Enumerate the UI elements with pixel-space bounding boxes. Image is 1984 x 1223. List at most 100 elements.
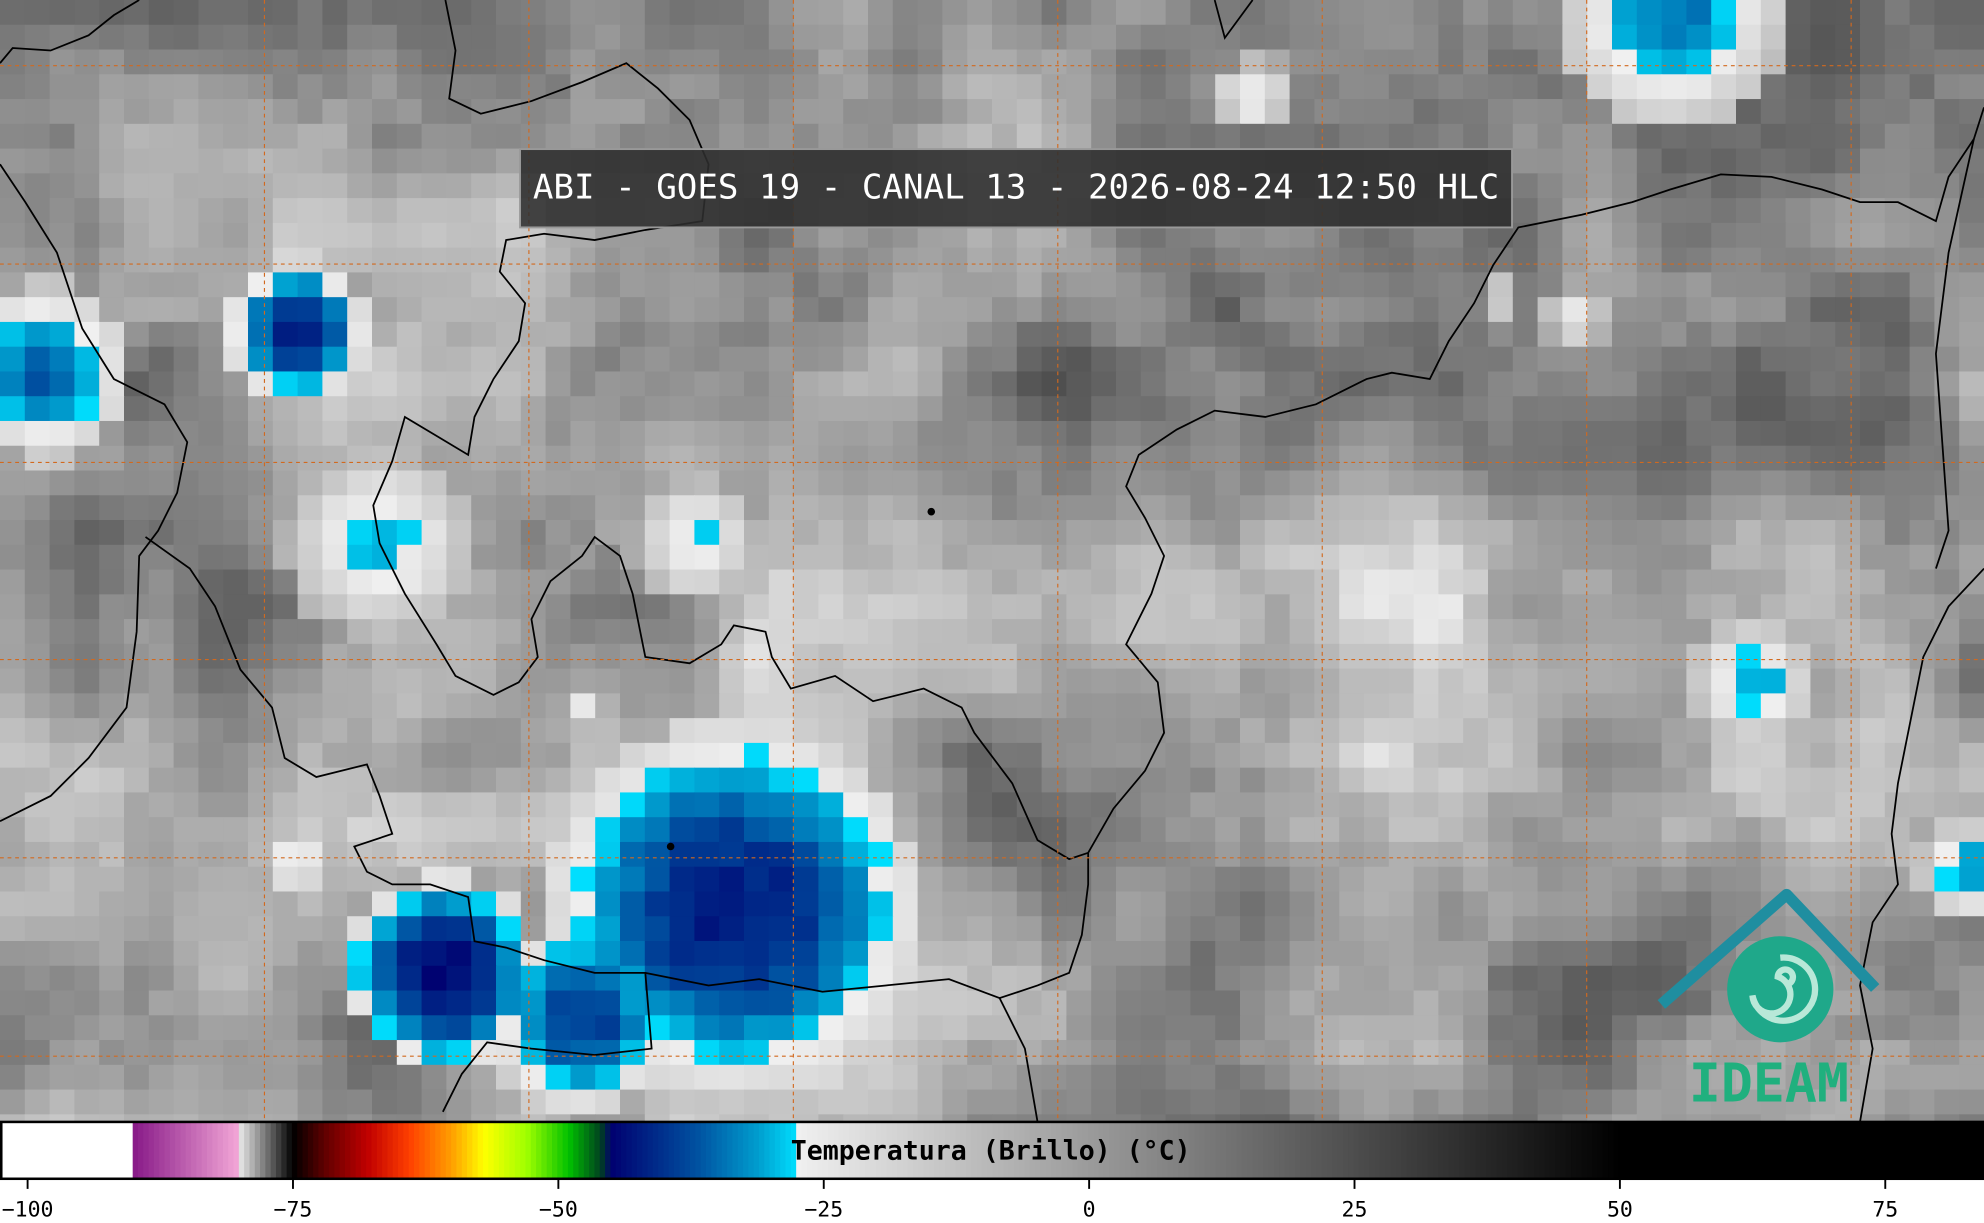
pixel [1215, 866, 1241, 893]
pixel [892, 371, 919, 397]
pixel [1240, 74, 1266, 100]
pixel [1339, 569, 1365, 595]
pixel [446, 123, 472, 150]
pixel [223, 346, 249, 373]
pixel [1909, 396, 1936, 422]
colorbar-swatch [1958, 1121, 1965, 1179]
pixel [1736, 495, 1762, 521]
pixel [768, 965, 795, 992]
pixel [1661, 24, 1688, 51]
pixel [1884, 272, 1911, 298]
pixel [1884, 396, 1911, 422]
logo-swirl [1727, 936, 1834, 1043]
pixel [173, 990, 200, 1016]
pixel [1364, 24, 1390, 51]
pixel [1587, 1064, 1613, 1091]
pixel [1463, 965, 1489, 992]
pixel [1413, 396, 1440, 422]
pixel [595, 272, 621, 298]
pixel [1661, 891, 1688, 917]
pixel [1215, 941, 1241, 967]
pixel [992, 520, 1018, 546]
pixel [24, 1064, 51, 1091]
pixel [173, 1040, 200, 1066]
pixel [1959, 495, 1984, 521]
pixel [1934, 297, 1960, 323]
pixel [347, 866, 373, 893]
pixel [99, 817, 125, 843]
pixel [868, 1064, 894, 1091]
pixel [1091, 916, 1117, 942]
pixel [347, 594, 373, 620]
pixel [644, 1114, 671, 1122]
pixel [719, 420, 745, 447]
pixel [1636, 742, 1663, 769]
pixel [1612, 0, 1638, 26]
pixel [1760, 569, 1787, 595]
pixel [1959, 49, 1984, 75]
pixel [843, 470, 869, 496]
colorbar-swatch [1295, 1121, 1302, 1179]
pixel [496, 198, 522, 224]
pixel [198, 594, 224, 620]
pixel [669, 619, 696, 645]
pixel [1636, 767, 1663, 794]
pixel [1909, 891, 1936, 917]
pixel [124, 173, 150, 199]
pixel [595, 0, 621, 26]
pixel [347, 222, 373, 249]
pixel [124, 767, 150, 794]
pixel [669, 470, 696, 496]
pixel [148, 792, 175, 818]
pixel [1959, 1089, 1984, 1115]
pixel [1959, 371, 1984, 397]
pixel [843, 420, 869, 447]
pixel [1860, 520, 1886, 546]
pixel [297, 247, 324, 274]
pixel [1686, 569, 1712, 595]
pixel [1190, 693, 1216, 719]
pixel [74, 941, 100, 967]
pixel [917, 817, 944, 843]
pixel [595, 1114, 621, 1122]
pixel [1364, 0, 1390, 26]
pixel [1016, 520, 1043, 546]
pixel [1934, 569, 1960, 595]
pixel [372, 371, 398, 397]
pixel [74, 148, 100, 174]
colorbar-swatch [58, 1121, 65, 1179]
pixel [1364, 321, 1390, 348]
pixel [1463, 1089, 1489, 1115]
pixel [1835, 222, 1861, 249]
pixel [1140, 866, 1167, 893]
pixel [1810, 247, 1836, 274]
pixel [347, 767, 373, 794]
pixel [223, 0, 249, 26]
colorbar-swatch [1135, 1121, 1142, 1179]
pixel [1835, 643, 1861, 670]
pixel [868, 668, 894, 695]
colorbar-swatch [907, 1121, 914, 1179]
pixel [992, 371, 1018, 397]
pixel [297, 1089, 324, 1115]
pixel [1264, 272, 1291, 298]
pixel [1016, 396, 1043, 422]
pixel [272, 965, 299, 992]
pixel [99, 742, 125, 769]
colorbar-swatch [727, 1121, 734, 1179]
pixel [1835, 371, 1861, 397]
colorbar-swatch [307, 1121, 314, 1179]
pixel [768, 544, 795, 571]
pixel [0, 99, 26, 125]
pixel [917, 247, 944, 274]
pixel [148, 74, 175, 100]
tick-label: −50 [539, 1198, 578, 1223]
pixel [124, 495, 150, 521]
pixel [1140, 792, 1167, 818]
pixel [496, 0, 522, 26]
pixel [1091, 24, 1117, 51]
pixel [372, 841, 398, 868]
pixel [322, 495, 348, 521]
pixel [99, 346, 125, 373]
